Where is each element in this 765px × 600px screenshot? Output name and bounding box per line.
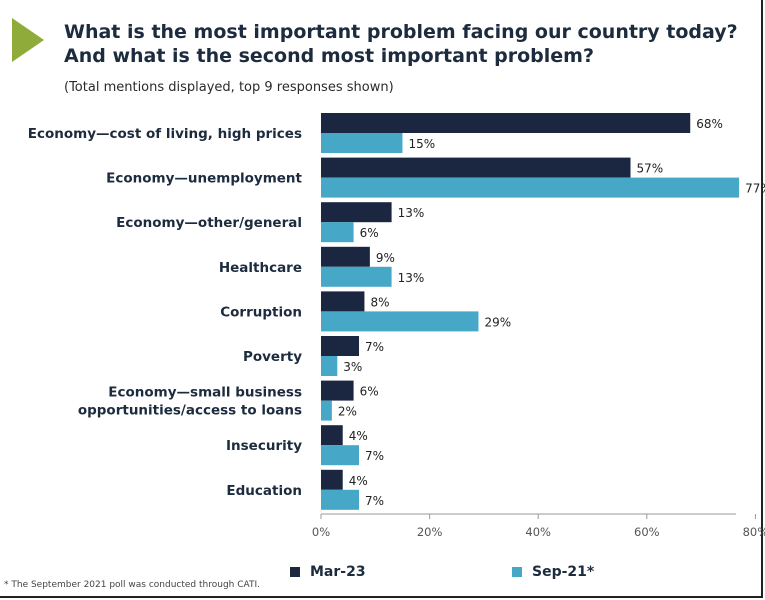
- data-label: 3%: [343, 360, 362, 374]
- bar: [321, 202, 392, 223]
- bar: [321, 133, 403, 153]
- legend-item-mar23: Mar-23: [290, 564, 366, 580]
- data-label: 13%: [398, 271, 425, 285]
- bar: [321, 400, 332, 421]
- footnote: * The September 2021 poll was conducted …: [4, 580, 260, 590]
- category-label: Corruption: [220, 304, 302, 320]
- x-tick-label: 40%: [525, 525, 551, 539]
- data-label: 57%: [637, 162, 664, 176]
- bar: [321, 222, 354, 243]
- bar: [321, 425, 343, 446]
- category-label: Healthcare: [219, 260, 302, 276]
- x-tick-label: 60%: [634, 525, 660, 539]
- x-tick-label: 80%: [743, 525, 765, 539]
- legend-swatch-mar23: [290, 567, 300, 577]
- bar: [321, 445, 360, 466]
- data-label: 29%: [484, 315, 511, 329]
- bar: [321, 113, 691, 133]
- category-label: Economy—cost of living, high prices: [28, 126, 302, 142]
- bar: [321, 157, 631, 178]
- bar: [321, 246, 370, 267]
- data-label: 7%: [365, 449, 384, 463]
- chart-title: What is the most important problem facin…: [64, 21, 738, 67]
- bar: [321, 336, 360, 356]
- data-label: 7%: [365, 340, 384, 354]
- x-tick-label: 20%: [417, 525, 443, 539]
- data-label: 4%: [349, 429, 368, 443]
- bar: [321, 356, 338, 376]
- data-label: 8%: [370, 295, 389, 309]
- legend-label-sep21: Sep-21*: [532, 564, 595, 580]
- bar: [321, 469, 343, 490]
- chart-subtitle: (Total mentions displayed, top 9 respons…: [64, 80, 394, 95]
- bar: [321, 291, 365, 312]
- data-label: 15%: [408, 137, 435, 151]
- bar: [321, 177, 740, 198]
- data-label: 6%: [360, 385, 379, 399]
- category-label: Insecurity: [226, 438, 302, 454]
- data-label: 2%: [338, 405, 357, 419]
- legend-swatch-sep21: [512, 567, 522, 577]
- category-label: Education: [226, 483, 302, 499]
- data-label: 7%: [365, 494, 384, 508]
- data-label: 77%: [745, 182, 765, 196]
- data-label: 6%: [360, 226, 379, 240]
- bar: [321, 489, 360, 510]
- legend-label-mar23: Mar-23: [310, 564, 366, 580]
- category-label: Economy—unemployment: [106, 171, 302, 187]
- category-label: Economy—small business opportunities/acce…: [78, 385, 302, 419]
- bar: [321, 311, 479, 332]
- category-label: Poverty: [243, 349, 302, 365]
- data-label: 13%: [398, 206, 425, 220]
- data-label: 4%: [349, 474, 368, 488]
- data-label: 9%: [376, 251, 395, 265]
- x-tick-label: 0%: [312, 525, 330, 539]
- bar: [321, 266, 392, 287]
- bar-chart: Economy—cost of living, high prices 68% 15…: [28, 113, 765, 539]
- legend-item-sep21: Sep-21*: [512, 564, 594, 580]
- bar: [321, 380, 354, 401]
- data-label: 68%: [696, 117, 723, 131]
- triangle-arrow-icon: [12, 18, 44, 62]
- category-label: Economy—other/general: [116, 215, 302, 231]
